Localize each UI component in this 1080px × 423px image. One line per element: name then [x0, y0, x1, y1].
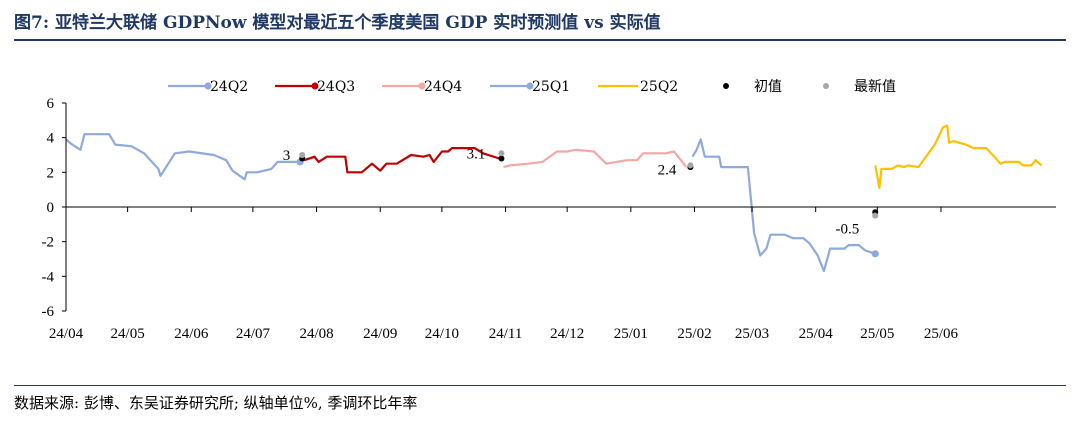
x-tick-label: 24/04: [49, 326, 84, 342]
x-tick-label: 24/05: [111, 326, 145, 342]
legend-label: 25Q2: [640, 79, 678, 95]
gdpnow-line-chart: 24Q2 24Q3 24Q4 25Q1 25Q2 初值 最新值 6 4 2 0 -2 -4 -6 24/0…: [42, 78, 1056, 342]
x-tick-label: 25/02: [677, 326, 711, 342]
legend-item: 24Q3: [275, 79, 355, 95]
y-tick-label: -6: [42, 304, 55, 320]
x-tick-label: 24/10: [425, 326, 459, 342]
x-tick-label: 25/01: [614, 326, 648, 342]
chart-title: 图7: 亚特兰大联储 GDPNow 模型对最近五个季度美国 GDP 实时预测值 …: [14, 13, 661, 33]
latest-value-point: [299, 152, 306, 158]
legend-swatch-dot: [823, 83, 829, 89]
legend-item: 24Q2: [168, 79, 248, 95]
x-tick-label: 25/06: [924, 326, 959, 342]
y-tick-label: 0: [47, 200, 55, 216]
legend-label: 24Q2: [210, 79, 248, 95]
x-tick-label: 25/03: [735, 326, 769, 342]
source-note: 数据来源: 彭博、东吴证券研究所; 纵轴单位%, 季调环比年率: [14, 394, 418, 412]
legend-swatch-dot: [418, 82, 426, 90]
legend-swatch-dot: [723, 83, 729, 89]
legend-item: 初值: [723, 78, 782, 95]
legend-swatch-dot: [311, 82, 319, 90]
legend-item: 24Q4: [382, 79, 462, 95]
legend-label: 初值: [754, 78, 782, 95]
x-tick-label: 25/05: [860, 326, 894, 342]
legend-item: 25Q2: [598, 79, 678, 95]
y-tick-label: 6: [47, 96, 55, 112]
legend-label: 最新值: [854, 79, 896, 95]
legend-item: 最新值: [823, 79, 896, 95]
axes: 6 4 2 0 -2 -4 -6 24/04 24/05 24/06 24/07 24/08 24/09…: [42, 96, 1056, 342]
legend-swatch-dot: [204, 82, 212, 90]
x-tick-label: 24/11: [489, 326, 523, 342]
title-divider: [14, 39, 1066, 41]
legend-label: 24Q3: [317, 79, 355, 95]
series-lines: [65, 124, 1043, 273]
x-tick-label: 24/12: [550, 326, 584, 342]
value-markers: [296, 150, 879, 258]
x-tick-label: 25/04: [799, 326, 834, 342]
y-tick-label: -2: [42, 235, 55, 251]
latest-value-point: [872, 212, 879, 219]
x-tick-label: 24/09: [363, 326, 397, 342]
x-tick-label: 24/08: [299, 326, 333, 342]
legend: 24Q2 24Q3 24Q4 25Q1 25Q2 初值 最新值: [168, 78, 896, 95]
legend-label: 25Q1: [532, 79, 570, 95]
data-label: 2.4: [658, 162, 677, 178]
y-tick-label: 4: [47, 131, 55, 147]
series-line-25q1: [691, 138, 876, 273]
y-tick-label: 2: [47, 165, 55, 181]
series-end-point: [871, 250, 879, 258]
x-tick-label: 24/07: [236, 326, 271, 342]
initial-value-point: [498, 155, 505, 162]
source-divider: [14, 385, 1066, 386]
legend-label: 24Q4: [424, 79, 462, 95]
series-line-24q4: [503, 148, 688, 169]
series-line-24q2: [65, 133, 301, 181]
data-label: 3: [283, 148, 291, 164]
y-tick-label: -4: [42, 269, 55, 285]
data-label: -0.5: [836, 222, 860, 238]
series-line-25q2: [874, 124, 1043, 189]
legend-item: 25Q1: [490, 79, 570, 95]
latest-value-point: [498, 150, 505, 157]
legend-swatch-dot: [526, 82, 534, 90]
x-tick-label: 24/06: [174, 326, 209, 342]
latest-value-point: [687, 162, 694, 169]
data-labels: 3 3.1 2.4 -0.5: [283, 146, 860, 237]
series-line-24q3: [303, 147, 500, 174]
data-label: 3.1: [467, 146, 486, 162]
